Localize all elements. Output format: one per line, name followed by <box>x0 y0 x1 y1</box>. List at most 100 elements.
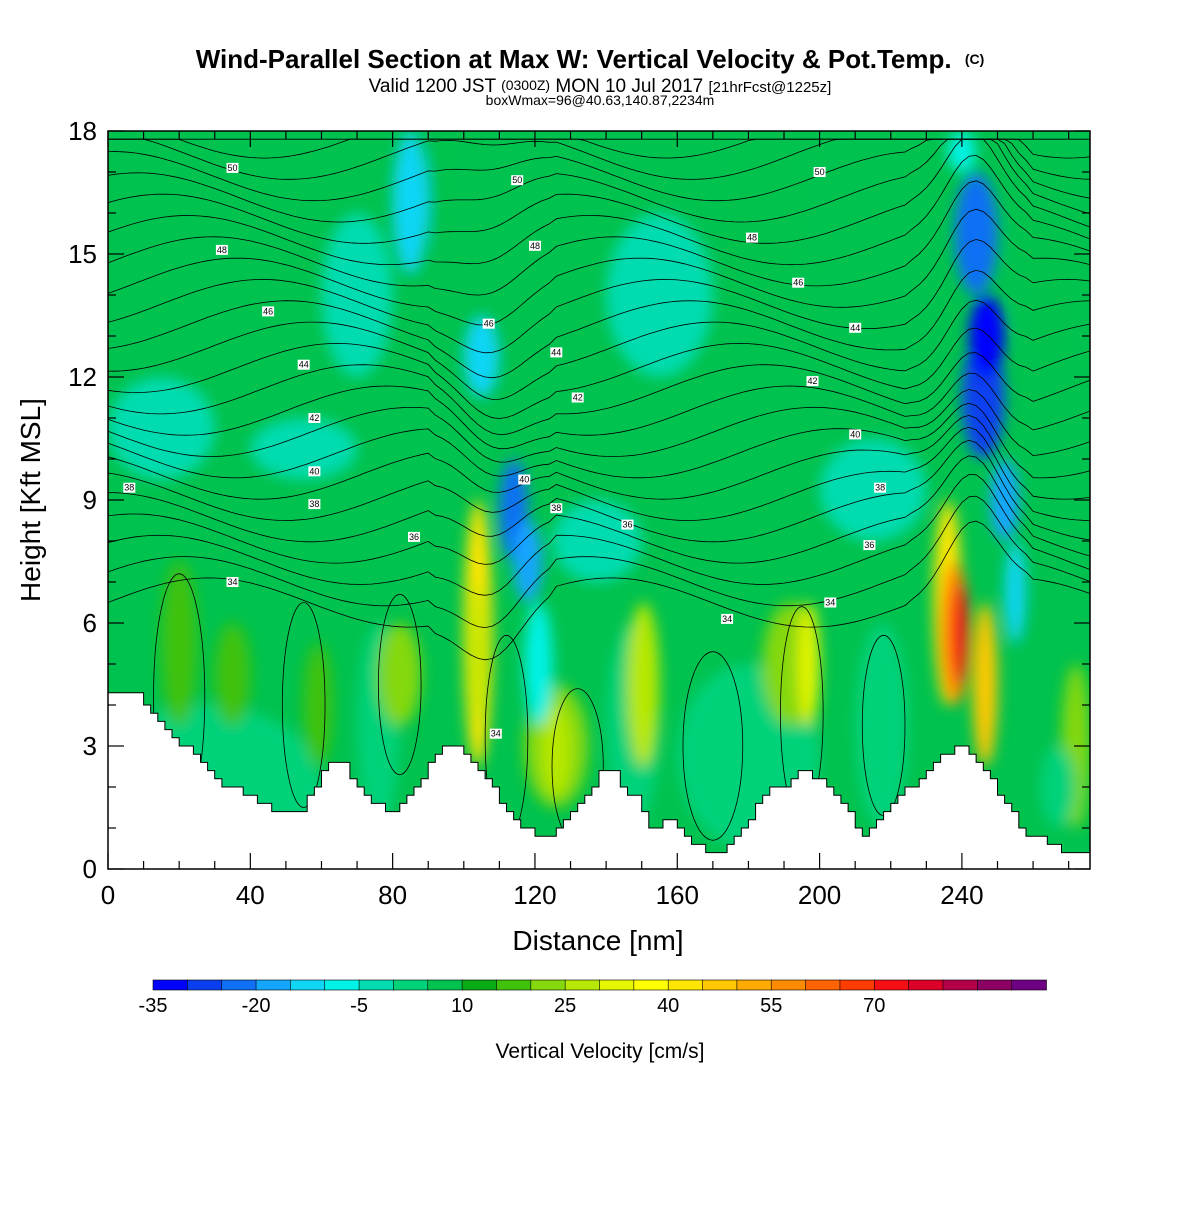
velocity-cell <box>798 602 820 726</box>
theta-contour-label: 36 <box>408 531 420 542</box>
velocity-cell <box>972 602 998 767</box>
colorbar-tick-label: 25 <box>554 995 576 1017</box>
velocity-cell <box>428 131 464 254</box>
contour-label-text: 50 <box>815 167 825 177</box>
y-tick-label: 9 <box>83 485 97 515</box>
theta-contour-line <box>108 154 1090 266</box>
velocity-cell <box>951 582 970 685</box>
theta-contour-line <box>108 520 1090 661</box>
colorbar-tick-label: 10 <box>451 995 473 1017</box>
theta-contour-line <box>108 389 1090 463</box>
colorbar-tick-label: -35 <box>139 995 168 1017</box>
y-tick-label: 15 <box>68 239 97 269</box>
x-tick-label: 240 <box>940 880 983 910</box>
contour-label-text: 50 <box>512 175 522 185</box>
theta-contour-label: 42 <box>571 392 584 403</box>
theta-contour-label: 36 <box>621 519 634 530</box>
theta-contour-label: 48 <box>529 240 541 251</box>
velocity-cell <box>463 315 500 398</box>
theta-contour-label: 38 <box>308 499 321 510</box>
colorbar-swatch <box>908 979 944 991</box>
velocity-cell <box>606 213 713 377</box>
terrain-mask <box>108 692 1090 869</box>
theta-contour-label: 44 <box>297 359 310 370</box>
contour-label-bg <box>550 503 563 514</box>
colorbar-swatch <box>187 979 223 991</box>
colorbar-swatch <box>496 979 532 991</box>
theta-contour-loop <box>682 651 744 841</box>
contour-label-text: 42 <box>573 393 583 403</box>
contour-label-text: 38 <box>875 483 885 493</box>
theta-contours <box>108 138 1090 845</box>
theta-contour-loop <box>378 593 422 776</box>
theta-contour-label: 34 <box>226 577 239 587</box>
contour-label-bg <box>226 162 239 173</box>
colorbar-swatch <box>461 979 498 991</box>
contour-label-bg <box>849 429 862 440</box>
theta-contour-label: 44 <box>550 347 563 358</box>
theta-contour-line <box>108 414 1090 500</box>
colorbar-swatch <box>839 979 876 991</box>
contour-label-bg <box>746 232 758 243</box>
contour-label-bg <box>806 376 819 387</box>
theta-contour-label: 42 <box>308 413 321 423</box>
contour-label-text: 40 <box>850 429 860 439</box>
velocity-cell <box>250 418 358 480</box>
contour-label-bg <box>511 175 524 186</box>
contour-label-bg <box>863 540 876 551</box>
colorbar-swatch <box>221 979 257 991</box>
subtitle-forecast: [21hrFcst@1225z] <box>709 79 832 96</box>
theta-contour-line <box>108 299 1090 400</box>
colorbar-swatch <box>599 979 635 991</box>
contour-label-text: 34 <box>227 577 237 587</box>
theta-contour-line <box>108 372 1090 450</box>
theta-contour-label: 38 <box>123 482 136 493</box>
theta-contour-label: 50 <box>813 167 826 177</box>
contour-label-text: 44 <box>299 360 309 370</box>
y-tick-label: 3 <box>83 731 97 761</box>
theta-contour-line <box>108 238 1090 354</box>
contour-label-text: 40 <box>309 466 319 476</box>
velocity-cell <box>321 213 393 377</box>
theta-contour-line <box>108 495 1090 629</box>
contour-label-text: 48 <box>747 233 757 243</box>
colorbar-tick-label: -20 <box>242 995 271 1017</box>
theta-contour-label: 42 <box>806 376 819 387</box>
contour-label-bg <box>849 322 862 333</box>
velocity-cell <box>108 377 215 480</box>
colorbar-swatch <box>530 979 566 991</box>
colorbar-swatch <box>667 979 704 991</box>
theta-contour-label: 46 <box>482 318 495 329</box>
theta-contour-line <box>108 138 1090 223</box>
contour-label-bg <box>571 392 584 403</box>
colorbar-swatch <box>942 979 979 991</box>
contour-label-bg <box>308 499 321 510</box>
x-axis: 0 40 80 120 160 200 240 <box>101 131 1070 910</box>
contour-label-bg <box>308 413 321 423</box>
colorbar-swatch <box>324 979 360 991</box>
theta-contour-label: 34 <box>824 597 837 608</box>
theta-contour-line <box>108 426 1090 521</box>
theta-contour-line <box>108 269 1090 379</box>
colorbar-title: Vertical Velocity [cm/s] <box>496 1040 705 1063</box>
theta-contour-label: 38 <box>550 503 563 514</box>
velocity-cell <box>954 172 998 295</box>
x-tick-label: 120 <box>513 880 556 910</box>
theta-contour-label: 36 <box>863 540 876 551</box>
theta-contour-line <box>108 208 1090 326</box>
colorbar-tick-label: 55 <box>760 995 782 1017</box>
contour-label-bg <box>621 519 634 530</box>
theta-contour-label: 38 <box>874 482 887 493</box>
colorbar-swatch <box>427 979 463 991</box>
x-axis-title: Distance [nm] <box>512 925 683 956</box>
theta-contour-line <box>108 138 1090 202</box>
velocity-cell <box>1004 541 1026 644</box>
contour-label-bg <box>550 347 563 358</box>
theta-contour-label: 34 <box>721 613 734 624</box>
subtitle-valid: Valid 1200 JST <box>369 76 497 97</box>
colorbar-swatch <box>873 979 910 991</box>
theta-contour-line <box>108 455 1090 565</box>
contour-label-text: 46 <box>793 278 803 288</box>
